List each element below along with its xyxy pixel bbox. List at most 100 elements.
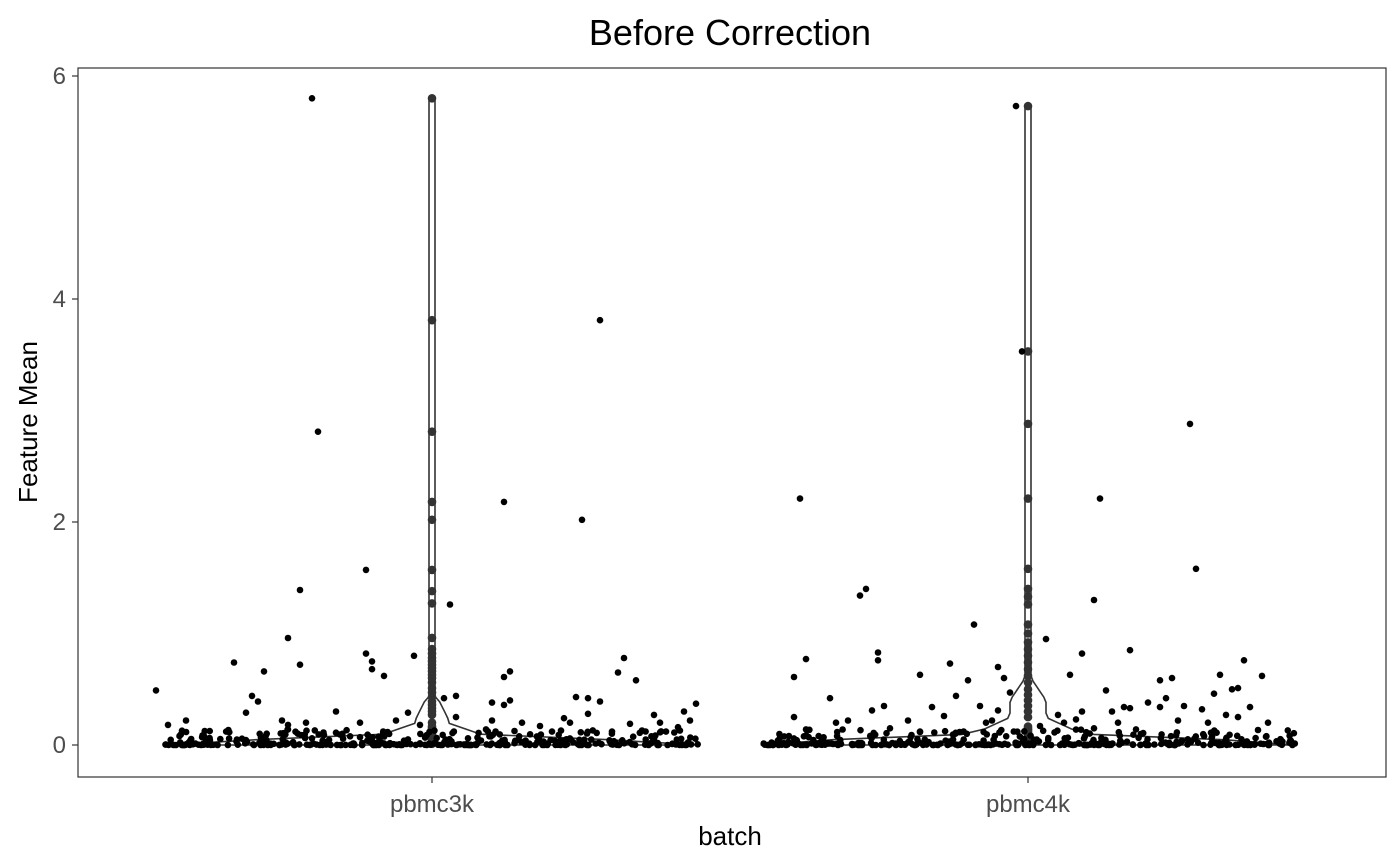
jitter-band-point-pbmc4k-324 bbox=[990, 736, 997, 743]
jitter-point-pbmc4k-58 bbox=[1186, 420, 1194, 428]
jitter-point-pbmc3k-47 bbox=[536, 722, 544, 730]
jitter-band-point-pbmc4k-209 bbox=[880, 736, 888, 743]
axis-point-pbmc4k-20 bbox=[1023, 419, 1033, 429]
jitter-point-pbmc4k-14 bbox=[886, 725, 894, 732]
jitter-band-point-pbmc4k-120 bbox=[1072, 726, 1080, 733]
jitter-band-point-pbmc3k-339 bbox=[396, 741, 403, 748]
jitter-band-point-pbmc4k-82 bbox=[806, 726, 813, 734]
jitter-band-point-pbmc4k-320 bbox=[1004, 741, 1011, 748]
axis-point-pbmc4k-11 bbox=[1023, 644, 1033, 654]
jitter-band-point-pbmc3k-283 bbox=[554, 741, 562, 749]
jitter-band-point-pbmc4k-67 bbox=[1051, 729, 1058, 736]
jitter-band-point-pbmc4k-316 bbox=[1233, 732, 1241, 740]
jitter-point-pbmc3k-46 bbox=[518, 719, 526, 726]
jitter-band-point-pbmc3k-137 bbox=[375, 733, 382, 740]
jitter-point-pbmc4k-7 bbox=[844, 717, 852, 724]
axis-point-pbmc4k-13 bbox=[1023, 629, 1033, 638]
jitter-point-pbmc4k-49 bbox=[1126, 704, 1134, 712]
jitter-band-point-pbmc3k-235 bbox=[652, 732, 659, 739]
jitter-point-pbmc4k-69 bbox=[1258, 672, 1266, 680]
jitter-band-point-pbmc4k-218 bbox=[781, 741, 789, 748]
jitter-band-point-pbmc3k-319 bbox=[496, 731, 504, 738]
jitter-band-point-pbmc3k-320 bbox=[233, 736, 241, 743]
jitter-band-point-pbmc4k-326 bbox=[933, 741, 941, 749]
jitter-band-point-pbmc3k-232 bbox=[204, 741, 211, 748]
jitter-point-pbmc3k-26 bbox=[368, 658, 376, 665]
jitter-point-pbmc4k-56 bbox=[1174, 717, 1182, 724]
axis-point-pbmc4k-7 bbox=[1023, 671, 1033, 681]
jitter-band-point-pbmc4k-254 bbox=[1010, 728, 1018, 735]
jitter-band-point-pbmc3k-346 bbox=[386, 741, 393, 749]
jitter-band-point-pbmc3k-345 bbox=[557, 727, 565, 734]
jitter-band-point-pbmc4k-77 bbox=[1130, 731, 1137, 738]
jitter-point-pbmc3k-53 bbox=[584, 694, 592, 702]
axis-point-pbmc4k-6 bbox=[1023, 678, 1033, 687]
jitter-band-point-pbmc3k-325 bbox=[209, 741, 217, 749]
jitter-band-point-pbmc4k-315 bbox=[960, 728, 967, 735]
jitter-band-point-pbmc3k-304 bbox=[325, 741, 333, 748]
jitter-band-point-pbmc3k-259 bbox=[316, 741, 324, 749]
jitter-point-pbmc4k-60 bbox=[1198, 706, 1206, 713]
jitter-band-point-pbmc4k-101 bbox=[1262, 733, 1270, 740]
jitter-band-point-pbmc3k-311 bbox=[364, 731, 371, 738]
jitter-band-point-pbmc3k-171 bbox=[417, 730, 424, 738]
jitter-point-pbmc3k-34 bbox=[446, 601, 454, 608]
jitter-point-pbmc3k-18 bbox=[296, 586, 304, 594]
jitter-band-point-pbmc3k-210 bbox=[412, 741, 420, 749]
jitter-band-point-pbmc3k-313 bbox=[407, 740, 414, 748]
jitter-band-point-pbmc3k-197 bbox=[364, 737, 371, 744]
jitter-point-pbmc3k-23 bbox=[356, 719, 364, 726]
axis-point-pbmc4k-5 bbox=[1023, 684, 1033, 694]
jitter-band-point-pbmc3k-46 bbox=[178, 727, 186, 734]
jitter-band-point-pbmc4k-297 bbox=[766, 741, 774, 749]
jitter-band-point-pbmc3k-0 bbox=[636, 729, 644, 737]
jitter-band-point-pbmc4k-300 bbox=[1286, 739, 1293, 746]
jitter-point-pbmc4k-48 bbox=[1126, 646, 1134, 654]
jitter-band-point-pbmc3k-218 bbox=[533, 733, 541, 740]
jitter-band-point-pbmc4k-357 bbox=[956, 741, 964, 748]
jitter-point-pbmc4k-62 bbox=[1210, 690, 1218, 697]
y-tick-label-0: 0 bbox=[53, 732, 66, 759]
jitter-point-pbmc3k-29 bbox=[392, 717, 400, 724]
jitter-band-point-pbmc4k-256 bbox=[998, 726, 1005, 734]
jitter-point-pbmc3k-64 bbox=[656, 719, 664, 726]
jitter-point-pbmc3k-58 bbox=[614, 669, 622, 676]
jitter-point-pbmc3k-40 bbox=[488, 699, 496, 706]
jitter-band-point-pbmc4k-328 bbox=[1257, 740, 1264, 747]
jitter-band-point-pbmc4k-338 bbox=[911, 741, 918, 749]
jitter-point-pbmc4k-36 bbox=[1060, 719, 1068, 726]
axis-point-pbmc4k-19 bbox=[1023, 494, 1033, 503]
jitter-band-point-pbmc3k-222 bbox=[676, 727, 684, 734]
jitter-point-pbmc3k-22 bbox=[332, 708, 340, 715]
jitter-point-pbmc3k-63 bbox=[650, 711, 658, 719]
y-tick-label-4: 4 bbox=[53, 286, 66, 313]
jitter-point-pbmc4k-66 bbox=[1234, 713, 1242, 721]
jitter-band-point-pbmc3k-328 bbox=[504, 741, 511, 749]
jitter-band-point-pbmc4k-271 bbox=[797, 741, 804, 749]
jitter-point-pbmc3k-55 bbox=[596, 316, 604, 324]
jitter-band-point-pbmc3k-251 bbox=[692, 735, 699, 742]
jitter-point-pbmc3k-7 bbox=[254, 698, 262, 705]
jitter-point-pbmc4k-41 bbox=[1090, 596, 1098, 604]
jitter-band-point-pbmc3k-241 bbox=[642, 728, 649, 735]
jitter-band-point-pbmc3k-239 bbox=[342, 741, 349, 749]
jitter-point-pbmc4k-34 bbox=[1042, 635, 1050, 643]
jitter-point-pbmc4k-6 bbox=[832, 719, 840, 726]
x-tick-label-pbmc4k: pbmc4k bbox=[986, 791, 1071, 818]
jitter-band-point-pbmc3k-343 bbox=[655, 741, 662, 749]
jitter-band-point-pbmc3k-341 bbox=[526, 731, 534, 738]
jitter-point-pbmc3k-44 bbox=[506, 697, 514, 704]
jitter-band-point-pbmc4k-251 bbox=[1226, 731, 1233, 739]
jitter-band-point-pbmc3k-336 bbox=[574, 740, 582, 748]
jitter-band-point-pbmc3k-204 bbox=[339, 735, 347, 742]
chart-title: Before Correction bbox=[589, 12, 871, 53]
jitter-point-pbmc3k-65 bbox=[662, 728, 670, 735]
jitter-band-point-pbmc4k-119 bbox=[1021, 728, 1028, 735]
jitter-point-pbmc3k-56 bbox=[596, 698, 604, 705]
axis-point-pbmc3k-27 bbox=[427, 94, 437, 103]
jitter-band-point-pbmc4k-199 bbox=[775, 740, 782, 747]
jitter-band-point-pbmc4k-267 bbox=[820, 734, 827, 741]
jitter-point-pbmc3k-31 bbox=[410, 652, 418, 660]
